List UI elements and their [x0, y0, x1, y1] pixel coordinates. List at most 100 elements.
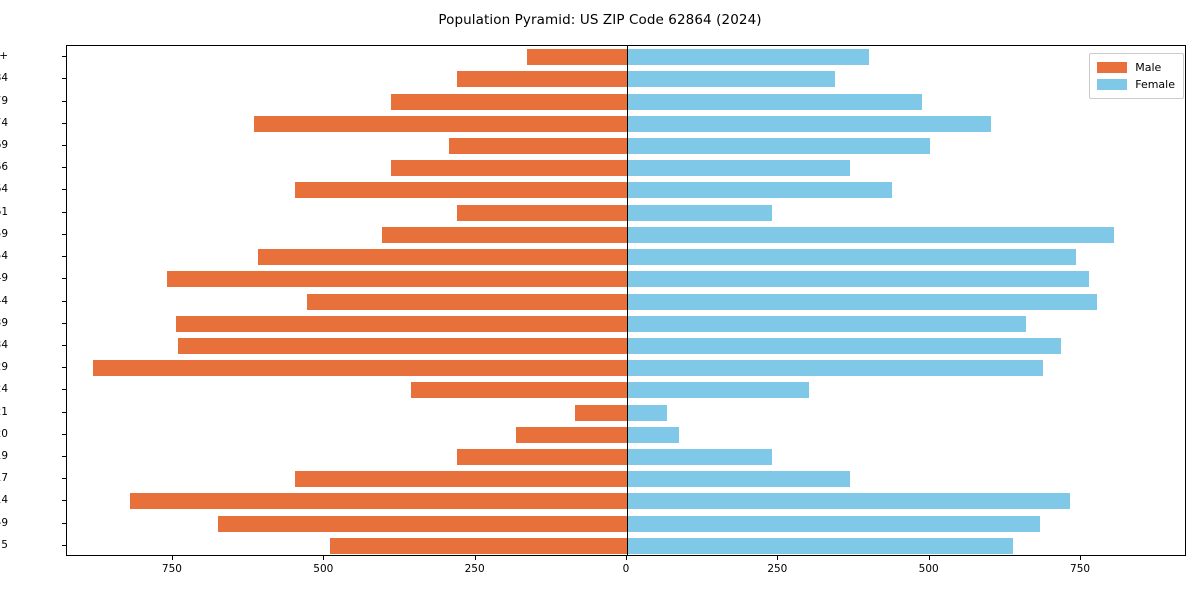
xtick-mark — [323, 556, 325, 560]
bar-female-50-54 — [627, 249, 1077, 266]
ytick-label: Under 5 — [0, 538, 8, 551]
ytick-mark — [62, 500, 66, 502]
bar-row — [67, 315, 1185, 332]
xtick-mark — [1080, 556, 1082, 560]
ytick-label: 70-74 — [0, 116, 8, 129]
xtick-label: 500 — [918, 563, 939, 575]
bar-male-5-9 — [218, 515, 627, 532]
bar-female-15-17 — [627, 471, 850, 488]
ytick-mark — [62, 322, 66, 324]
bar-male-65-66 — [391, 160, 627, 177]
ytick-mark — [62, 144, 66, 146]
bar-row — [67, 204, 1185, 221]
bar-male-85- — [526, 49, 627, 66]
ytick-label: 45-49 — [0, 272, 8, 285]
ytick-mark — [62, 389, 66, 391]
bar-male-22-24 — [411, 382, 627, 399]
bar-row — [67, 360, 1185, 377]
xtick-mark — [928, 556, 930, 560]
bar-row — [67, 449, 1185, 466]
legend-swatch-male-icon — [1097, 62, 1128, 73]
bar-row — [67, 182, 1185, 199]
bar-female-65-66 — [627, 160, 850, 177]
ytick-mark — [62, 100, 66, 102]
bar-female-70-74 — [627, 115, 992, 132]
bar-female-40-44 — [627, 293, 1098, 310]
ytick-label: 85+ — [0, 50, 8, 63]
ytick-mark — [62, 278, 66, 280]
xtick-label: 250 — [464, 563, 485, 575]
page-title: Population Pyramid: US ZIP Code 62864 (2… — [438, 12, 762, 28]
ytick-mark — [62, 411, 66, 413]
bars-layer — [67, 46, 1185, 555]
bar-row — [67, 382, 1185, 399]
xtick-label: 750 — [161, 563, 182, 575]
ytick-label: 75-79 — [0, 94, 8, 107]
bar-male-50-54 — [258, 249, 627, 266]
bar-male-70-74 — [254, 115, 627, 132]
ytick-label: 18-19 — [0, 450, 8, 463]
bar-male-60-61 — [456, 204, 627, 221]
bar-row — [67, 337, 1185, 354]
ytick-label: 5-9 — [0, 516, 8, 529]
bar-row — [67, 404, 1185, 421]
bar-female-75-79 — [627, 93, 922, 110]
xtick-mark — [171, 556, 173, 560]
bar-row — [67, 49, 1185, 66]
bar-male-18-19 — [456, 449, 627, 466]
ytick-mark — [62, 78, 66, 80]
chart-legend[interactable]: Male Female — [1089, 53, 1184, 99]
bar-row — [67, 71, 1185, 88]
ytick-mark — [62, 189, 66, 191]
bar-male-80-84 — [456, 71, 627, 88]
ytick-label: 80-84 — [0, 72, 8, 85]
bar-female-18-19 — [627, 449, 773, 466]
ytick-mark — [62, 233, 66, 235]
xtick-label: 500 — [313, 563, 334, 575]
xtick-mark — [777, 556, 779, 560]
bar-male-25-29 — [93, 360, 627, 377]
legend-label-male: Male — [1135, 61, 1162, 74]
ytick-label: 15-17 — [0, 472, 8, 485]
bar-female-67-69 — [627, 137, 930, 154]
ytick-label: 40-44 — [0, 294, 8, 307]
xtick-label: 750 — [1070, 563, 1091, 575]
legend-swatch-female-icon — [1097, 79, 1128, 90]
bar-female-45-49 — [627, 271, 1089, 288]
bar-female-55-59 — [627, 226, 1115, 243]
ytick-label: 62-64 — [0, 183, 8, 196]
bar-row — [67, 137, 1185, 154]
bar-female-80-84 — [627, 71, 836, 88]
bar-female-5-9 — [627, 515, 1040, 532]
ytick-label: 50-54 — [0, 250, 8, 263]
ytick-mark — [62, 167, 66, 169]
xtick-mark — [474, 556, 476, 560]
bar-female-30-34 — [627, 337, 1062, 354]
ytick-label: 20 — [0, 427, 8, 440]
bar-male-20 — [515, 426, 627, 443]
ytick-label: 60-61 — [0, 205, 8, 218]
ytick-mark — [62, 522, 66, 524]
bar-male-30-34 — [177, 337, 627, 354]
ytick-label: 10-14 — [0, 494, 8, 507]
bar-male-21 — [574, 404, 627, 421]
bar-row — [67, 426, 1185, 443]
legend-item-female: Female — [1097, 76, 1175, 93]
bar-female-under-5 — [627, 537, 1014, 554]
bar-male-15-17 — [294, 471, 627, 488]
bar-male-40-44 — [306, 293, 627, 310]
bar-female-21 — [627, 404, 667, 421]
xtick-label: 0 — [622, 563, 630, 575]
ytick-label: 21 — [0, 405, 8, 418]
ytick-label: 35-39 — [0, 316, 8, 329]
bar-male-35-39 — [175, 315, 627, 332]
ytick-mark — [62, 256, 66, 258]
bar-female-35-39 — [627, 315, 1026, 332]
bar-row — [67, 471, 1185, 488]
zero-axis-line — [627, 46, 629, 555]
bar-row — [67, 93, 1185, 110]
legend-item-male: Male — [1097, 59, 1175, 76]
ytick-mark — [62, 56, 66, 58]
ytick-label: 25-29 — [0, 361, 8, 374]
